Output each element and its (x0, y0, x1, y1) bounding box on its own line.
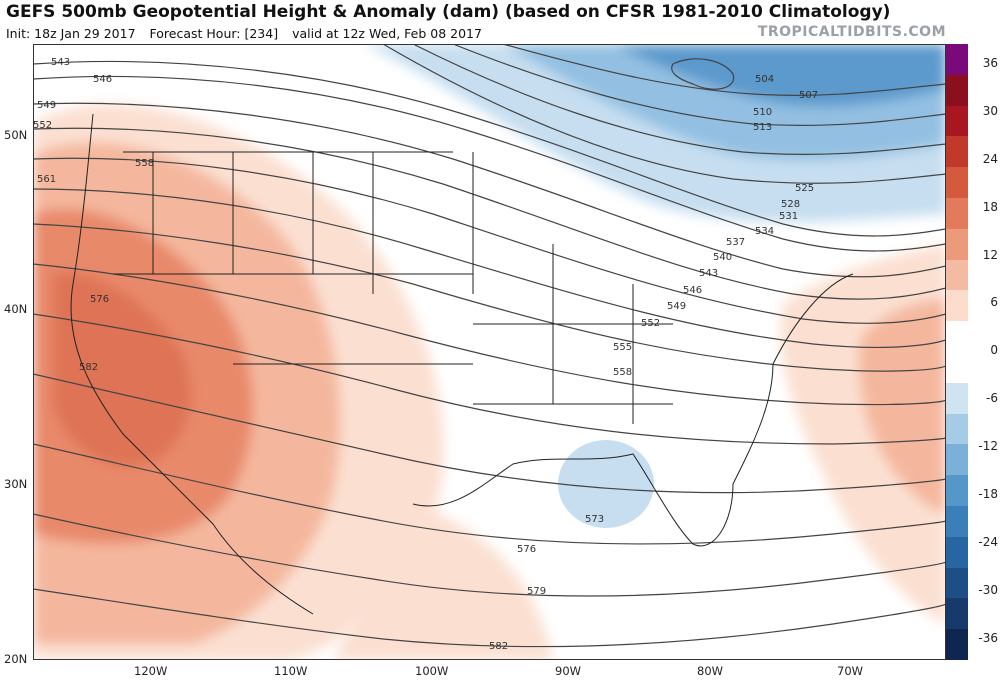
contour-label: 573 (585, 514, 604, 525)
init-time: Init: 18z Jan 29 2017 (6, 26, 136, 41)
contour-label: 555 (613, 342, 632, 353)
contour-label: 558 (135, 158, 154, 169)
colorbar-segment (946, 475, 968, 507)
colorbar-segment (946, 413, 968, 445)
contour-label: 582 (79, 362, 98, 373)
coastlines-and-borders (70, 113, 854, 615)
colorbar-segment (946, 321, 968, 353)
colorbar-segment (946, 259, 968, 291)
contour-labels: 543 546 549 552 558 561 504 507 510 513 … (33, 57, 818, 652)
colorbar-label: -18 (978, 486, 998, 501)
contour-label: 579 (527, 586, 546, 597)
contour-label: 525 (795, 183, 814, 194)
lat-label: 50N (4, 128, 28, 142)
colorbar-segment (946, 382, 968, 415)
cold-anomaly-gulf (558, 440, 654, 528)
colorbar-segment (946, 136, 968, 168)
colorbar-label: 36 (982, 56, 998, 70)
map-title: GEFS 500mb Geopotential Height & Anomaly… (6, 2, 891, 22)
site-credit: TROPICALTIDBITS.COM (757, 24, 946, 40)
lat-label: 20N (4, 652, 28, 666)
anomaly-map: 543 546 549 552 558 561 504 507 510 513 … (33, 44, 946, 660)
lon-label: 120W (134, 664, 168, 678)
lat-label: 40N (4, 302, 28, 316)
warm-anomaly-atlantic (780, 244, 946, 624)
contour-label: 582 (489, 641, 508, 652)
contour-label: 576 (90, 294, 109, 305)
valid-time: valid at 12z Wed, Feb 08 2017 (292, 26, 482, 41)
colorbar-segment (946, 629, 968, 661)
contour-label: 552 (33, 120, 52, 131)
warm-anomaly-south (333, 504, 553, 660)
contour-label: 549 (667, 301, 686, 312)
colorbar-segment (946, 74, 968, 107)
anomaly-colorbar (946, 44, 968, 661)
contour-label: 507 (799, 90, 818, 101)
colorbar-label: 18 (982, 199, 998, 214)
colorbar-label: 0 (990, 343, 998, 358)
forecast-hour: Forecast Hour: [234] (149, 26, 279, 41)
map-frame (33, 44, 946, 660)
lon-label: 70W (837, 664, 864, 678)
colorbar-segment (946, 567, 968, 599)
contour-label: 528 (781, 199, 800, 210)
lat-label: 30N (4, 477, 28, 491)
colorbar-segment (946, 228, 968, 261)
contour-label: 543 (699, 268, 718, 279)
colorbar-label: -6 (986, 391, 998, 406)
forecast-info: Init: 18z Jan 29 2017 Forecast Hour: [23… (6, 26, 492, 41)
colorbar-segment (946, 167, 968, 199)
colorbar-segment (946, 598, 968, 630)
colorbar-segment (946, 506, 968, 538)
colorbar-label: -24 (978, 534, 998, 549)
contour-label: 543 (51, 57, 70, 68)
lon-label: 100W (415, 664, 449, 678)
colorbar-label: 30 (982, 103, 998, 118)
contour-label: 546 (93, 74, 112, 85)
contour-label: 531 (779, 211, 798, 222)
colorbar-segment (946, 44, 968, 76)
cold-anomaly-north (363, 44, 946, 223)
contour-label: 534 (755, 226, 774, 237)
gulf-atlantic-coastline (412, 273, 854, 547)
contour-label: 546 (683, 285, 702, 296)
colorbar-label: 12 (982, 247, 998, 262)
colorbar-label: -12 (978, 439, 998, 454)
warm-anomaly-west (33, 104, 445, 660)
colorbar-segment (946, 290, 968, 322)
west-coastline (70, 113, 314, 615)
contour-label: 510 (753, 107, 772, 118)
contour-label: 549 (37, 100, 56, 111)
colorbar-segment (946, 198, 968, 230)
colorbar-segment (946, 536, 968, 569)
contour-label: 537 (726, 237, 745, 248)
colorbar-label: 24 (982, 151, 998, 166)
contour-label: 561 (37, 174, 56, 185)
colorbar-segment (946, 444, 968, 476)
contour-label: 576 (517, 544, 536, 555)
lon-label: 80W (697, 664, 724, 678)
colorbar-segment (946, 105, 968, 137)
contour-label: 558 (613, 367, 632, 378)
colorbar-label: 6 (990, 295, 998, 310)
colorbar-label: -30 (978, 582, 998, 597)
contour-label: 513 (753, 122, 772, 133)
colorbar-segment (946, 352, 968, 384)
contour-label: 504 (755, 74, 774, 85)
lon-label: 90W (555, 664, 582, 678)
lon-label: 110W (274, 664, 308, 678)
contour-label: 540 (713, 252, 732, 263)
colorbar-label: -36 (978, 630, 998, 645)
